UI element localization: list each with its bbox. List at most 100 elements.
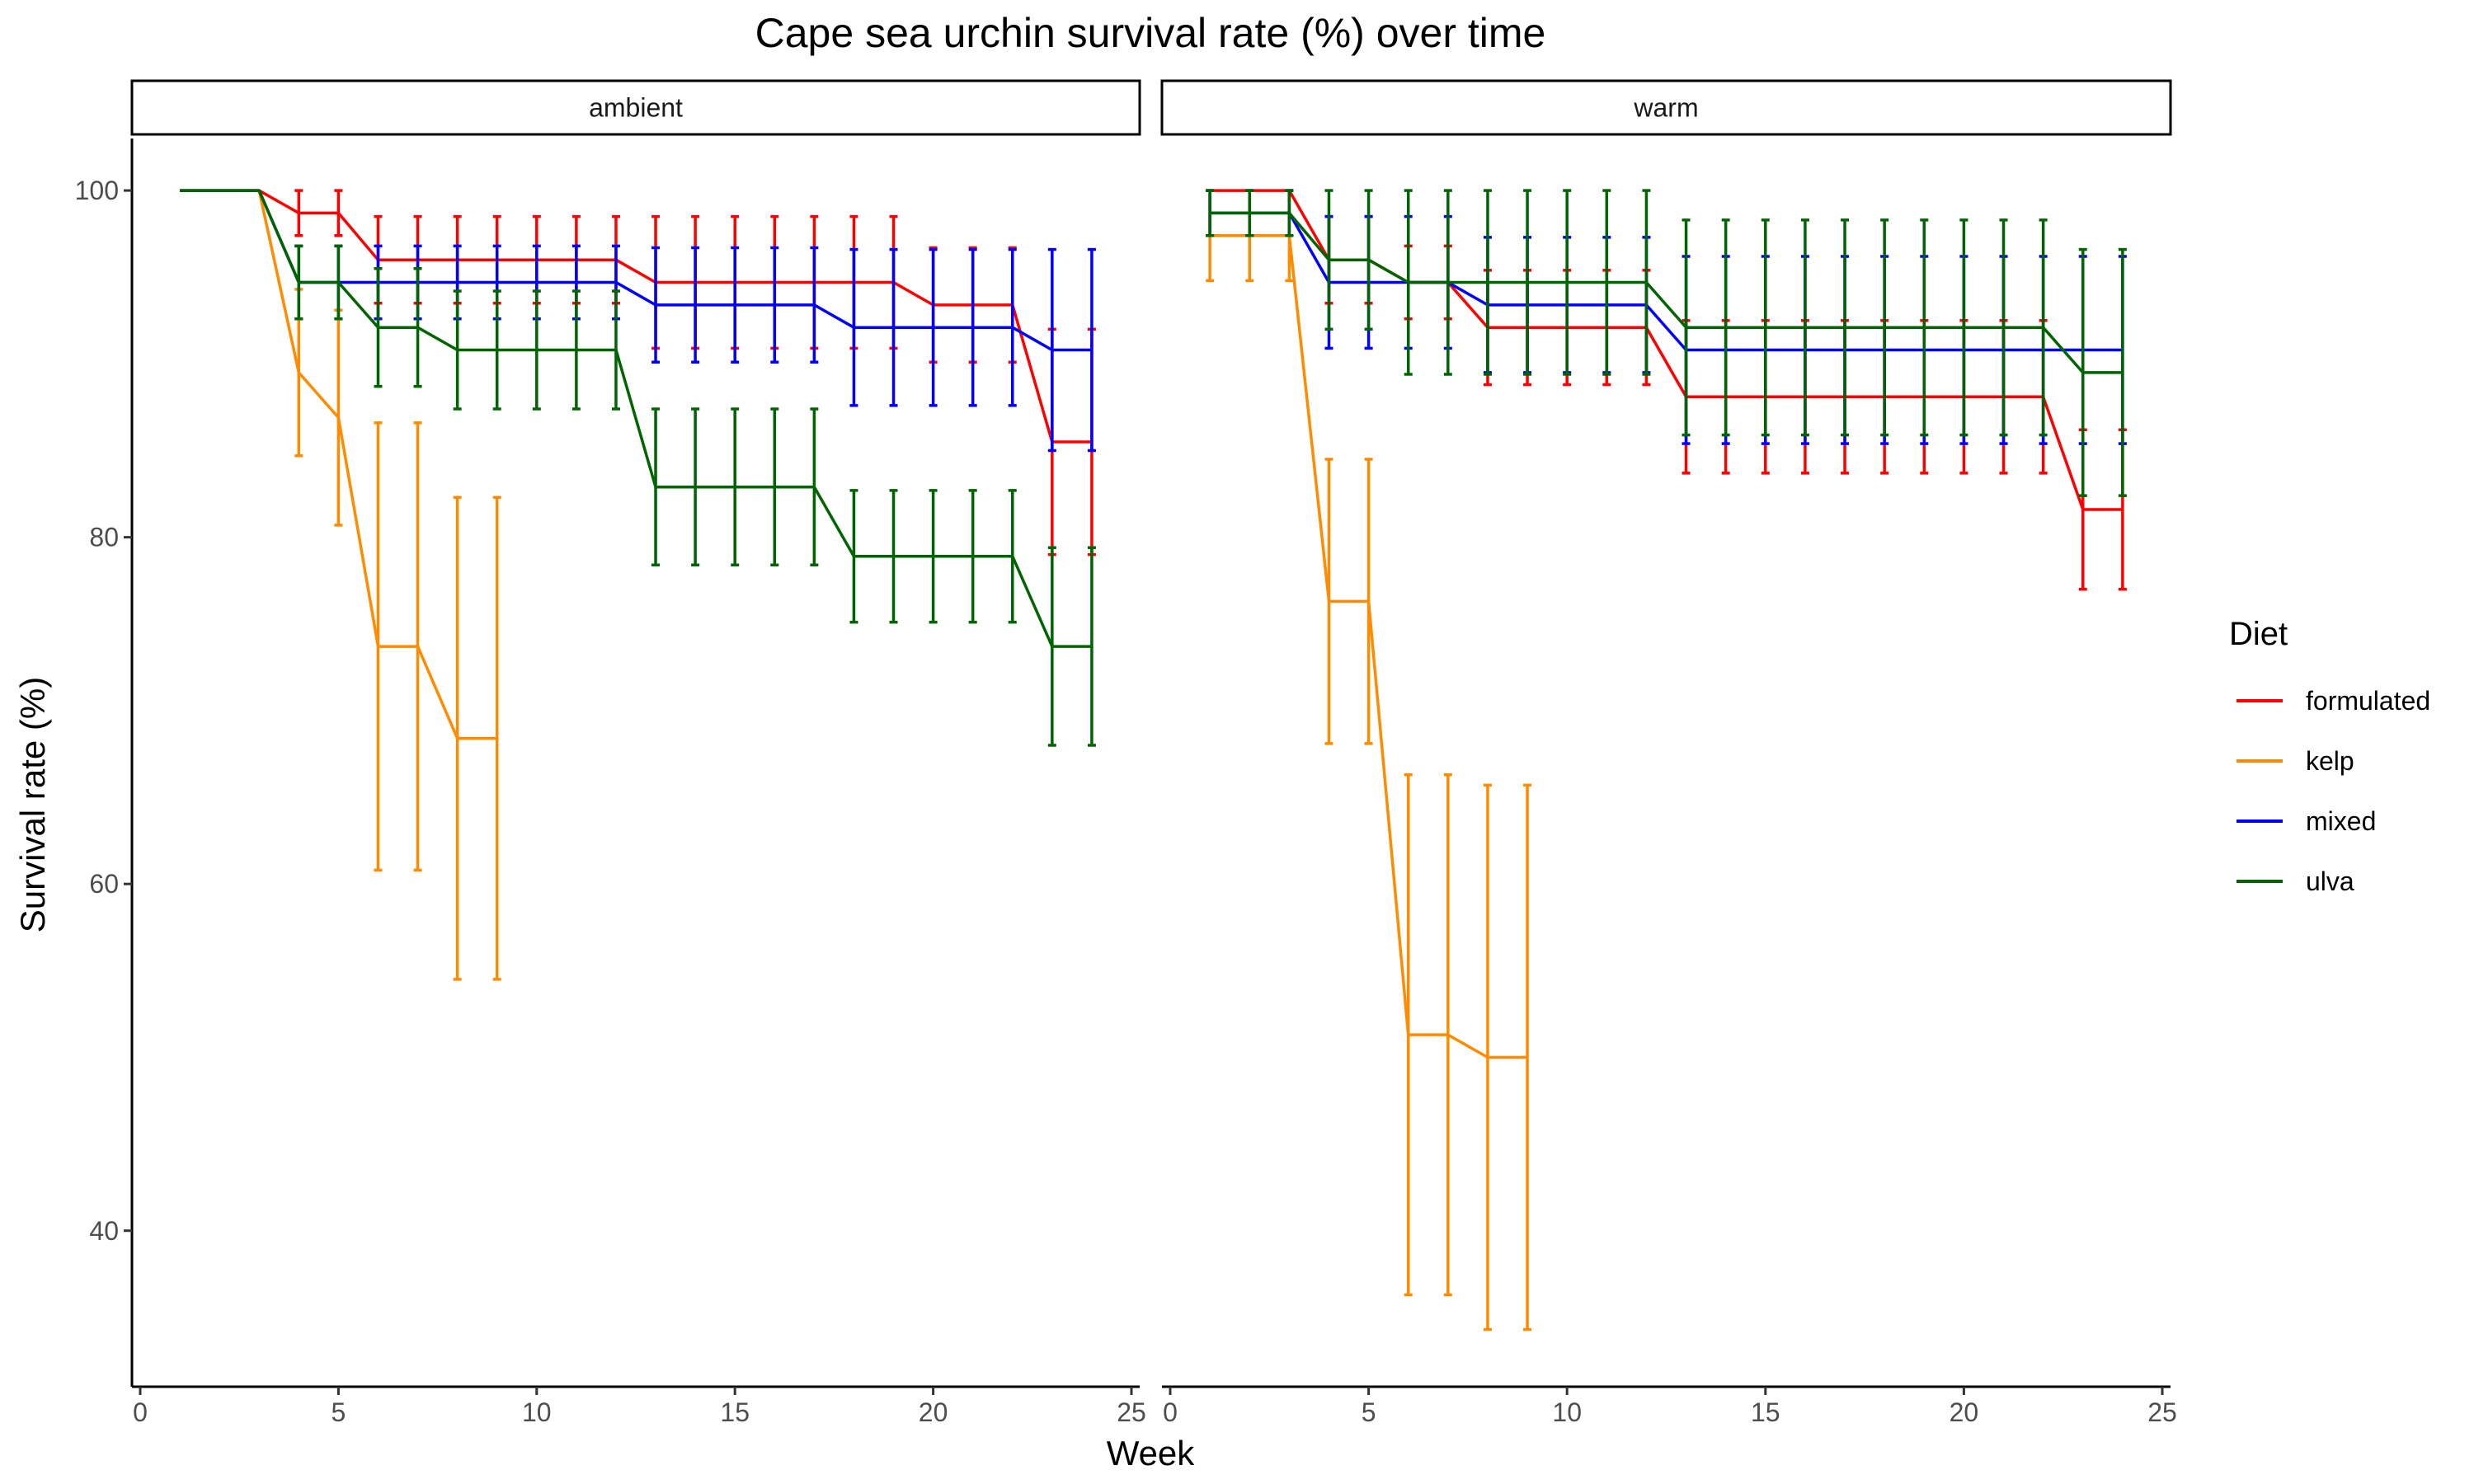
error-bar [374,421,383,872]
error-bar [849,489,858,624]
error-bar [334,189,343,237]
error-bar [294,189,303,237]
error-bar [571,289,581,411]
error-bar [413,421,422,872]
error-bar [1880,218,1889,437]
error-bar [1404,189,1413,376]
x-tick-label: 15 [720,1397,750,1427]
legend-label-formulated: formulated [2306,686,2430,716]
legend-label-kelp: kelp [2306,746,2354,776]
error-bar [968,489,977,624]
error-bar [2039,218,2048,437]
facet-strip [1160,79,2172,136]
error-bar [1443,189,1452,376]
error-bar [1364,189,1373,331]
error-bar [1087,247,1096,453]
error-bar [651,407,661,567]
series-line-ulva [1210,211,2123,374]
error-bar [1841,218,1850,437]
legend-title: Diet [2229,616,2288,652]
error-bar [1681,218,1691,437]
error-bar [2118,247,2127,497]
facet-panels: ambient 0 5 10 15 20 25 40 60 80 100 warm 0 5 10 15 20 25 [75,79,2177,1427]
x-tick-label: 10 [522,1397,552,1427]
error-bar [889,489,898,624]
legend-entry-ulva: ulva [2236,866,2354,896]
error-bar [1761,218,1770,437]
error-bar [1523,783,1532,1331]
error-bar [492,289,501,411]
series-line-ulva [180,189,1092,648]
y-tick-label: 60 [89,869,119,899]
error-bar [1959,218,1968,437]
error-bar [1443,773,1452,1297]
facet-panel-ambient: ambient 0 5 10 15 20 25 40 60 80 100 [75,79,1146,1427]
error-bar [334,244,343,321]
y-axis-title: Survival rate (%) [13,677,52,932]
error-bar [1206,189,1215,237]
error-bar [453,289,462,411]
series-line-mixed [1210,211,2123,352]
error-bar [1047,546,1056,747]
x-tick-label: 5 [1362,1397,1376,1427]
error-bar [1008,489,1017,624]
x-tick-label: 25 [1117,1397,1146,1427]
x-tick-label: 20 [1950,1397,1979,1427]
legend: Diet formulated kelp mixed ulva [2229,616,2430,896]
error-bar [651,246,661,364]
error-bar [1324,458,1333,745]
x-tick-label: 0 [1163,1397,1178,1427]
error-bar [2078,247,2087,497]
error-bar [1642,189,1651,376]
x-tick-label: 25 [2147,1397,2177,1427]
error-bar [453,495,462,981]
error-bar [1285,189,1294,237]
error-bar [1523,189,1532,376]
error-bar [1920,218,1929,437]
x-tick-label: 5 [332,1397,346,1427]
legend-entry-mixed: mixed [2236,806,2376,836]
error-bar [691,246,700,364]
y-tick-label: 80 [89,523,119,552]
y-tick-label: 40 [89,1216,119,1246]
facet-strip-label: warm [1633,93,1698,123]
error-bar [929,247,938,407]
error-bar [1008,247,1017,407]
error-bar [1483,189,1492,376]
error-bar [1324,189,1333,331]
error-bar [731,246,740,364]
facet-strip-label: ambient [589,93,683,123]
error-bar [1800,218,1809,437]
error-bar [968,247,977,407]
error-bar [532,289,541,411]
facet-panel-warm: warm 0 5 10 15 20 25 [1160,79,2177,1427]
error-bar [294,244,303,321]
error-bar [849,247,858,407]
error-bar [1483,783,1492,1331]
error-bar [810,246,819,364]
error-bar [691,407,700,567]
x-tick-label: 0 [133,1397,148,1427]
error-bar [492,495,501,981]
error-bar [1364,458,1373,745]
error-bar [374,266,383,388]
legend-label-ulva: ulva [2306,866,2354,896]
error-bar [1999,218,2008,437]
error-bar [731,407,740,567]
series-line-formulated [180,189,1092,444]
chart-title: Cape sea urchin survival rate (%) over t… [755,10,1546,56]
facet-strip [130,79,1141,136]
error-bar [1047,247,1056,453]
y-tick-label: 100 [75,176,119,205]
error-bar [1404,773,1413,1297]
legend-entry-kelp: kelp [2236,746,2354,776]
error-bar [1087,546,1096,747]
error-bar [413,266,422,388]
error-bar [1563,189,1572,376]
error-bar [889,247,898,407]
legend-label-mixed: mixed [2306,806,2376,836]
error-bar [1721,218,1730,437]
error-bar [810,407,819,567]
